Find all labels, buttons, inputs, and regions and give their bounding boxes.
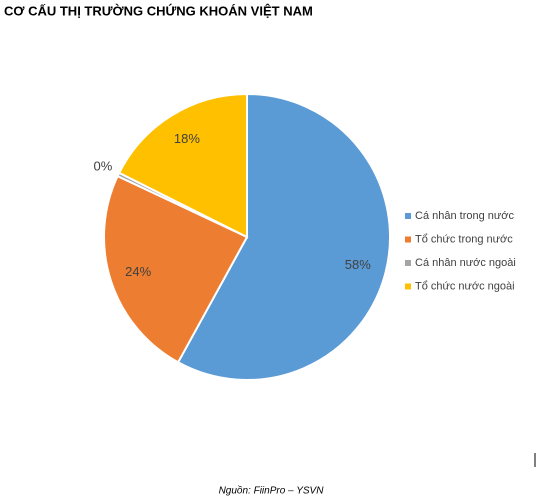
pie-slice — [176, 92, 391, 381]
legend-label: Tổ chức trong nước — [415, 233, 513, 245]
data-label: 58% — [345, 257, 371, 272]
legend-label: Cá nhân trong nước — [415, 210, 514, 222]
data-label: 24% — [125, 264, 151, 279]
pie-slice — [117, 92, 248, 239]
legend-marker — [405, 236, 411, 243]
source: Nguồn: FiinPro – YSVN — [219, 485, 325, 497]
legend-label: Cá nhân nước ngoài — [415, 257, 516, 269]
legend-label: Tổ chức nước ngoài — [415, 280, 515, 292]
pie-slice — [103, 174, 249, 364]
data-label: 18% — [174, 131, 200, 146]
legend-marker — [405, 283, 411, 290]
data-label: 0% — [94, 158, 113, 173]
legend-marker — [405, 260, 411, 266]
legend-marker — [405, 213, 411, 219]
chart-title: CƠ CẤU THỊ TRƯỜNG CHỨNG KHOÁN VIỆT NAM — [4, 3, 313, 18]
